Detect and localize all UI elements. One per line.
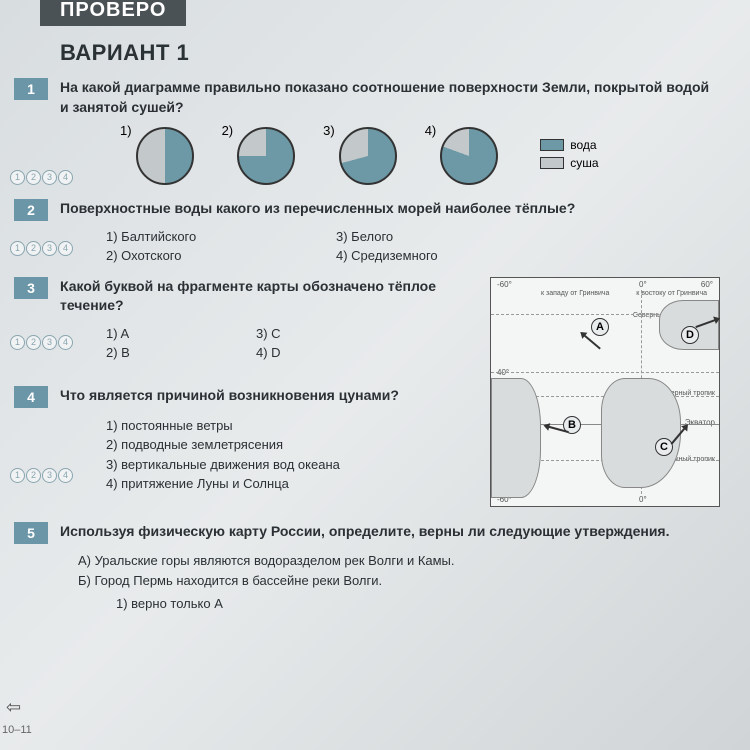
q2-options: 1) Балтийского 3) Белого 2) Охотского 4)… xyxy=(106,229,720,263)
question-2: 2 Поверхностные воды какого из перечисле… xyxy=(60,199,720,263)
map-node-a: A xyxy=(591,318,609,336)
map-lon-0: 0° xyxy=(639,280,647,289)
bubble[interactable]: 3 xyxy=(42,241,57,256)
bubble[interactable]: 2 xyxy=(26,241,41,256)
q4-opt-2: 2) подводные землетрясения xyxy=(106,435,478,455)
question-1: 1 На какой диаграмме правильно показано … xyxy=(60,78,720,185)
q4-answer-bubbles[interactable]: 1 2 3 4 xyxy=(10,468,73,483)
legend-water-label: вода xyxy=(570,138,596,152)
pie-2-label: 2) xyxy=(222,123,234,138)
q4-opt-1: 1) постоянные ветры xyxy=(106,416,478,436)
q3-opt-2: 2) B xyxy=(106,345,226,360)
pie-3: 3) xyxy=(323,127,397,185)
pie-1-chart xyxy=(136,127,194,185)
q2-opt-4: 4) Средиземного xyxy=(336,248,536,263)
legend-land-box xyxy=(540,157,564,169)
q4-options: 1) постоянные ветры 2) подводные землетр… xyxy=(106,416,478,494)
q2-opt-3: 3) Белого xyxy=(336,229,536,244)
footer-arrow-icon: ⇦ xyxy=(6,697,21,718)
map-node-d: D xyxy=(681,326,699,344)
bubble[interactable]: 4 xyxy=(58,241,73,256)
variant-title: ВАРИАНТ 1 xyxy=(60,40,720,66)
q3-text: Какой буквой на фрагменте карты обозначе… xyxy=(60,277,478,316)
footer-page-ref: 10–11 xyxy=(2,724,32,736)
q4-opt-3: 3) вертикальные движения вод океана xyxy=(106,455,478,475)
map-lon-02: 0° xyxy=(639,495,647,504)
landmass-sa xyxy=(491,378,541,498)
pie-1: 1) xyxy=(120,127,194,185)
q5-opt-1: 1) верно только А xyxy=(116,594,720,614)
question-3: 3 Какой буквой на фрагменте карты обозна… xyxy=(60,277,720,508)
pie-2-chart xyxy=(237,127,295,185)
pie-4: 4) xyxy=(425,127,499,185)
map-lon-w: -60° xyxy=(497,280,512,289)
q5-number: 5 xyxy=(14,522,48,544)
q1-text: На какой диаграмме правильно показано со… xyxy=(60,78,720,117)
page: ВАРИАНТ 1 1 На какой диаграмме правильно… xyxy=(40,0,740,638)
q2-answer-bubbles[interactable]: 1 2 3 4 xyxy=(10,241,73,256)
map-lon-e: 60° xyxy=(701,280,713,289)
map-east-label: к востоку от Гринвича xyxy=(636,290,707,297)
q3-opt-3: 3) C xyxy=(256,326,376,341)
q4-opt-4: 4) притяжение Луны и Солнца xyxy=(106,474,478,494)
q1-answer-bubbles[interactable]: 1 2 3 4 xyxy=(10,170,73,185)
bubble[interactable]: 3 xyxy=(42,335,57,350)
question-5: 5 Используя физическую карту России, опр… xyxy=(60,522,720,614)
q4-number: 4 xyxy=(14,386,48,408)
q1-pie-row: 1) 2) 3) 4) вода xyxy=(120,127,720,185)
map-west-label: к западу от Гринвича xyxy=(541,290,609,297)
question-4: 4 Что является причиной возникновения цу… xyxy=(60,386,478,494)
q3-options: 1) A 3) C 2) B 4) D xyxy=(106,326,478,360)
q5-stmt-a: А) Уральские горы являются водоразделом … xyxy=(78,551,720,571)
legend-land-label: суша xyxy=(570,156,598,170)
pie-2: 2) xyxy=(222,127,296,185)
q3-opt-4: 4) D xyxy=(256,345,376,360)
bubble[interactable]: 1 xyxy=(10,170,25,185)
q3-opt-1: 1) A xyxy=(106,326,226,341)
q2-number: 2 xyxy=(14,199,48,221)
q3-number: 3 xyxy=(14,277,48,299)
bubble[interactable]: 3 xyxy=(42,468,57,483)
map-line xyxy=(491,372,719,373)
bubble[interactable]: 4 xyxy=(58,335,73,350)
landmass-af xyxy=(601,378,681,488)
legend-land: суша xyxy=(540,156,598,170)
q2-opt-1: 1) Балтийского xyxy=(106,229,306,244)
q3-answer-bubbles[interactable]: 1 2 3 4 xyxy=(10,335,73,350)
bubble[interactable]: 3 xyxy=(42,170,57,185)
pie-3-chart xyxy=(339,127,397,185)
q2-opt-2: 2) Охотского xyxy=(106,248,306,263)
bubble[interactable]: 2 xyxy=(26,335,41,350)
bubble[interactable]: 2 xyxy=(26,468,41,483)
bubble[interactable]: 1 xyxy=(10,468,25,483)
map-fragment: -60° 0° 60° к западу от Гринвича к восто… xyxy=(490,277,720,507)
bubble[interactable]: 1 xyxy=(10,241,25,256)
bubble[interactable]: 1 xyxy=(10,335,25,350)
q5-statements: А) Уральские горы являются водоразделом … xyxy=(78,551,720,614)
q5-text: Используя физическую карту России, опред… xyxy=(60,522,720,542)
legend-water-box xyxy=(540,139,564,151)
bubble[interactable]: 4 xyxy=(58,468,73,483)
legend: вода суша xyxy=(540,138,598,174)
pie-4-chart xyxy=(440,127,498,185)
pie-3-label: 3) xyxy=(323,123,335,138)
pie-1-label: 1) xyxy=(120,123,132,138)
q2-text: Поверхностные воды какого из перечисленн… xyxy=(60,199,720,219)
legend-water: вода xyxy=(540,138,598,152)
q4-text: Что является причиной возникновения цуна… xyxy=(60,386,478,406)
map-node-c: C xyxy=(655,438,673,456)
pie-4-label: 4) xyxy=(425,123,437,138)
q1-number: 1 xyxy=(14,78,48,100)
bubble[interactable]: 2 xyxy=(26,170,41,185)
q5-stmt-b: Б) Город Пермь находится в бассейне реки… xyxy=(78,571,720,591)
bubble[interactable]: 4 xyxy=(58,170,73,185)
